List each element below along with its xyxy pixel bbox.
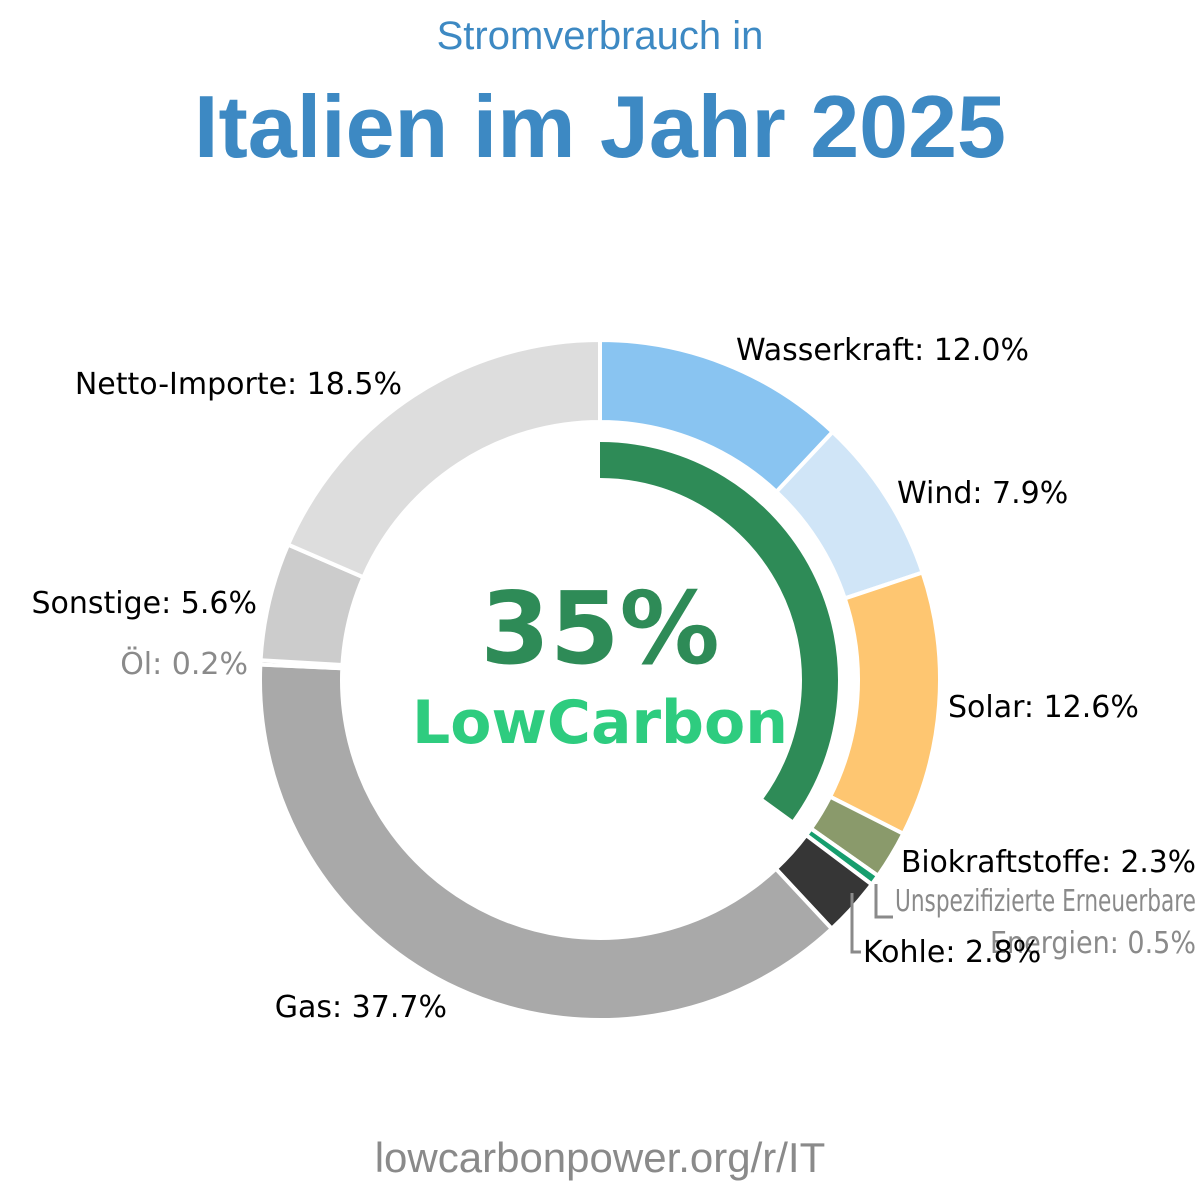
donut-slices [258, 337, 942, 1022]
low-carbon-percent: 35% [480, 570, 719, 687]
label-wasserkraft: Wasserkraft: 12.0% [736, 333, 1029, 368]
label-wind: Wind: 7.9% [897, 476, 1068, 511]
label-biokraftstoffe: Biokraftstoffe: 2.3% [901, 845, 1196, 880]
label-solar: Solar: 12.6% [948, 690, 1139, 725]
slice-labels: Wasserkraft: 12.0% Wind: 7.9% Solar: 12.6%… [32, 333, 1197, 1025]
leader-unspezifizierte-erneuerbare-energien [874, 884, 893, 919]
label-netto-importe: Netto-Importe: 18.5% [75, 367, 402, 402]
label-kohle: Kohle: 2.8% [863, 935, 1041, 970]
slice-solar [827, 569, 942, 837]
chart-title: Italien im Jahr 2025 [194, 77, 1006, 176]
slice-gas [258, 662, 835, 1022]
label-unspezifizierte-erneuerbare-energien-line2: Energien: 0.5% [990, 926, 1196, 961]
label-ol: Öl: 0.2% [120, 646, 248, 682]
source-url: lowcarbonpower.org/r/IT [374, 1134, 826, 1181]
slice-netto-importe [285, 337, 602, 580]
label-leader-lines [850, 884, 893, 954]
label-gas: Gas: 37.7% [275, 990, 447, 1025]
label-unspezifizierte-erneuerbare-energien: Unspezifizierte Erneuerbare [895, 884, 1196, 919]
low-carbon-brand: LowCarbon [412, 688, 788, 758]
low-carbon-share-arc [599, 442, 838, 820]
chart-subtitle: Stromverbrauch in [436, 14, 764, 58]
leader-kohle [850, 893, 861, 954]
label-sonstige: Sonstige: 5.6% [32, 586, 258, 621]
